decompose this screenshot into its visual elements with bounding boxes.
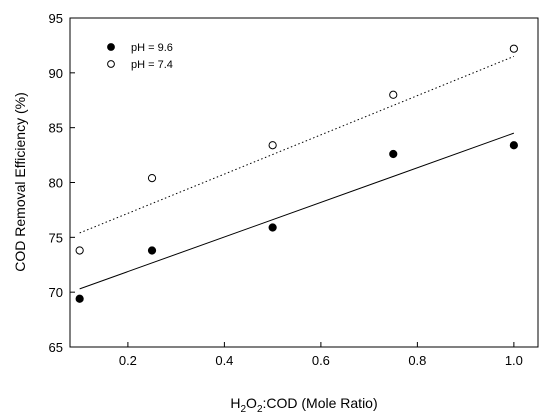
data-point-ph-9-6 — [147, 246, 157, 255]
data-point-ph-7-4 — [389, 90, 398, 99]
x-axis-title-part: O — [246, 395, 257, 411]
y-tick-label: 65 — [49, 340, 63, 355]
x-axis-title-part: H — [230, 395, 240, 411]
y-axis-title: COD Removal Efficiency (%) — [12, 92, 28, 271]
y-tick-label: 75 — [49, 230, 63, 245]
data-points — [75, 44, 518, 303]
data-point-ph-7-4 — [147, 174, 157, 183]
x-axis-title-part: :COD (Mole Ratio) — [263, 395, 378, 411]
legend: pH = 9.6 pH = 7.4 — [107, 42, 173, 71]
x-tick-label: 0.4 — [215, 353, 233, 368]
data-point-ph-9-6 — [389, 149, 398, 159]
legend-marker — [107, 43, 115, 51]
y-tick-label: 90 — [49, 66, 63, 81]
y-tick-label: 85 — [49, 121, 63, 136]
data-point-ph-7-4 — [509, 44, 518, 53]
y-axis-ticks: 65 70 75 80 85 90 95 — [49, 11, 75, 355]
trendline-ph-7-4 — [79, 55, 515, 234]
y-tick-label: 70 — [49, 285, 63, 300]
legend-label: pH = 9.6 — [131, 42, 173, 54]
legend-label: pH = 7.4 — [131, 59, 173, 71]
trendline-ph-9-6 — [79, 132, 515, 290]
x-tick-label: 0.2 — [119, 353, 137, 368]
x-tick-label: 1.0 — [505, 353, 523, 368]
data-point-ph-9-6 — [268, 223, 277, 232]
x-axis-title-subscript: 2 — [257, 404, 263, 415]
legend-marker — [107, 60, 115, 68]
data-point-ph-9-6 — [509, 141, 518, 150]
x-axis-title-subscript: 2 — [240, 404, 246, 415]
y-tick-label: 95 — [49, 11, 63, 26]
x-axis-ticks: 0.2 0.4 0.6 0.8 1.0 — [119, 342, 523, 368]
data-point-ph-7-4 — [268, 141, 277, 150]
data-point-ph-7-4 — [75, 246, 84, 255]
trendlines — [79, 55, 515, 290]
data-point-ph-9-6 — [75, 294, 84, 303]
x-tick-label: 0.6 — [312, 353, 330, 368]
y-tick-label: 80 — [49, 176, 63, 191]
x-axis-title: H2O2:COD (Mole Ratio) — [230, 395, 377, 415]
x-tick-label: 0.8 — [408, 353, 426, 368]
